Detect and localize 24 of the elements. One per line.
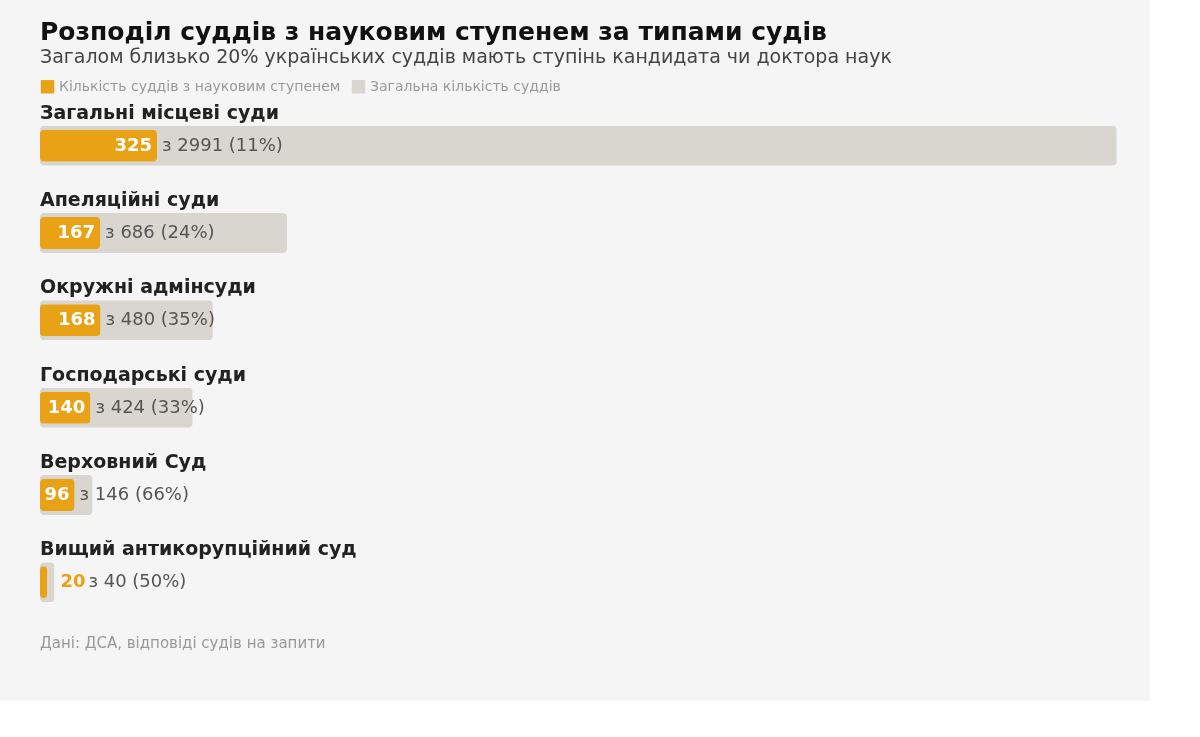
data-label: з 686 (24%) — [105, 221, 215, 243]
y-tick-label: Господарські суди — [40, 362, 246, 385]
data-label: 168 — [57, 308, 96, 330]
text: Дані: ДСА, відповіді судів на запити — [40, 634, 326, 652]
data-label: з 424 (33%) — [95, 395, 205, 417]
bar — [40, 125, 1117, 166]
legend-label: Загальна кількість суддів — [370, 77, 561, 94]
data-label: з 146 (66%) — [79, 482, 189, 504]
data-label: з 2991 (11%) — [162, 133, 283, 155]
data-label: 140 — [47, 395, 86, 417]
data-label: 20 — [60, 570, 86, 592]
y-tick-label: Апеляційні суди — [40, 188, 220, 211]
y-tick-label: Окружні адмінсуди — [40, 275, 256, 298]
data-label: 167 — [57, 221, 96, 243]
chart-subtitle: Загалом близько 20% українських суддів мають ступінь кандидата чи доктора наук — [40, 45, 892, 67]
y-tick-label: Вищий антикорупційний суд — [40, 537, 357, 560]
data-label: 96 — [44, 482, 70, 504]
data-label: з 480 (35%) — [105, 308, 215, 330]
chart-title: Розподіл суддів з науковим ступенем за типами судів — [40, 17, 827, 46]
y-tick-label: Загальні місцеві суди — [40, 100, 279, 123]
legend-label: Кількість суддів з науковим ступенем — [59, 77, 341, 94]
data-label: з 40 (50%) — [88, 570, 187, 592]
data-label: 325 — [114, 133, 152, 155]
y-tick-label: Верховний Суд — [40, 449, 207, 472]
